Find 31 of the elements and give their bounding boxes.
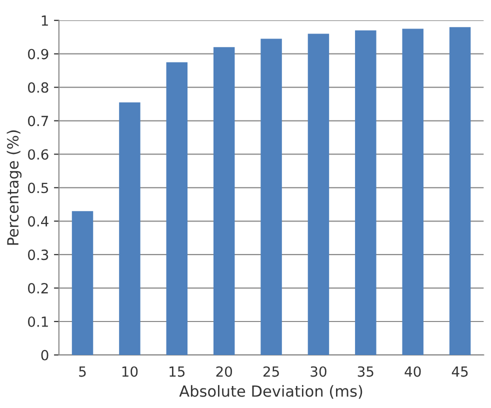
x-tick-label: 5 xyxy=(79,366,86,377)
y-tick-label: 0.5 xyxy=(28,182,48,194)
x-tick-label: 45 xyxy=(452,366,468,377)
y-axis-title: Percentage (%) xyxy=(6,130,22,245)
x-axis-title: Absolute Deviation (ms) xyxy=(179,385,362,399)
bar xyxy=(213,47,235,355)
x-tick-label: 40 xyxy=(404,366,421,377)
y-tick-label: 0.6 xyxy=(28,149,48,160)
y-tick-label: 0.1 xyxy=(28,316,48,327)
x-tick-label: 15 xyxy=(170,366,185,377)
x-tick-label: 25 xyxy=(263,366,279,377)
bar xyxy=(119,102,140,355)
bar xyxy=(166,62,188,355)
y-tick-label: 0.4 xyxy=(28,216,48,227)
x-tick-label: 20 xyxy=(216,366,232,377)
bar xyxy=(260,38,282,355)
bar xyxy=(355,30,376,355)
y-tick-label: 0.9 xyxy=(28,48,48,60)
bar xyxy=(72,211,94,355)
x-tick-label: 10 xyxy=(122,366,138,377)
bar xyxy=(308,34,330,355)
y-tick-label: 0.3 xyxy=(28,250,48,260)
y-tick-label: 0.7 xyxy=(28,116,48,126)
y-tick-label: 0.8 xyxy=(28,82,48,93)
y-tick-label: 1 xyxy=(42,16,48,26)
bar xyxy=(449,27,471,355)
y-tick-label: 0 xyxy=(41,350,48,360)
y-tick-label: 0.2 xyxy=(28,283,48,294)
x-tick-label: 35 xyxy=(358,366,374,377)
bar xyxy=(402,28,424,355)
x-tick-label: 30 xyxy=(310,366,326,377)
